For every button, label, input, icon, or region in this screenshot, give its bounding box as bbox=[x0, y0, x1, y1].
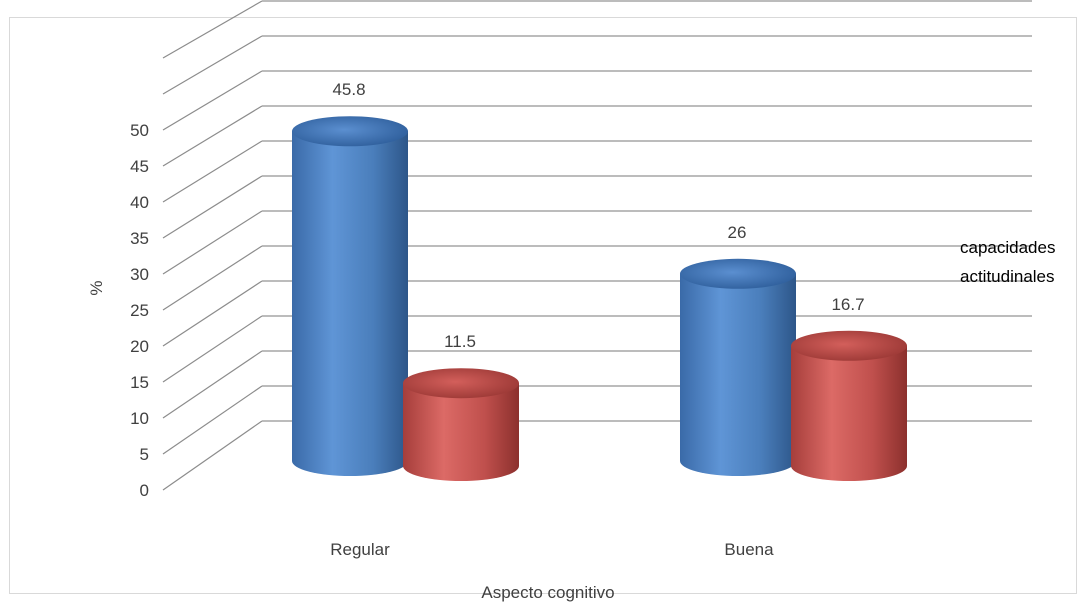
y-tick-label: 15 bbox=[130, 373, 149, 392]
bar-top bbox=[403, 368, 519, 399]
y-tick-label: 25 bbox=[130, 301, 149, 320]
y-tick-label: 5 bbox=[140, 445, 149, 464]
bar-top bbox=[791, 330, 907, 361]
bar-1-buena bbox=[680, 258, 796, 476]
bar-top bbox=[680, 258, 796, 289]
gridline-side bbox=[162, 245, 263, 311]
y-tick-label: 35 bbox=[130, 229, 149, 248]
legend-line-1: capacidades bbox=[960, 238, 1055, 257]
gridline-side bbox=[162, 385, 263, 455]
y-tick-label: 40 bbox=[130, 193, 149, 212]
gridline-side bbox=[162, 280, 263, 347]
data-label: 45.8 bbox=[332, 80, 365, 99]
gridline-side bbox=[162, 105, 263, 167]
y-axis-ticks: 0 5 10 15 20 25 30 35 40 45 50 bbox=[130, 121, 149, 500]
bar-2-buena bbox=[791, 330, 907, 481]
bars bbox=[292, 116, 907, 481]
gridline-side bbox=[162, 0, 263, 59]
data-label: 16.7 bbox=[831, 295, 864, 314]
y-tick-label: 10 bbox=[130, 409, 149, 428]
x-axis-categories: Regular Buena bbox=[330, 540, 774, 559]
y-tick-label: 50 bbox=[130, 121, 149, 140]
y-tick-label: 30 bbox=[130, 265, 149, 284]
legend-line-2: actitudinales bbox=[960, 267, 1055, 286]
bar-body bbox=[791, 345, 907, 481]
bar-1-regular bbox=[292, 116, 408, 477]
data-labels: 45.8 26 11.5 16.7 bbox=[332, 80, 864, 351]
y-tick-label: 0 bbox=[140, 481, 149, 500]
bar-body bbox=[680, 273, 796, 476]
gridline-side bbox=[162, 210, 263, 275]
x-category-label: Buena bbox=[724, 540, 774, 559]
y-tick-label: 20 bbox=[130, 337, 149, 356]
bar-body bbox=[403, 383, 519, 481]
gridline-side bbox=[162, 315, 263, 383]
bar-top bbox=[292, 116, 408, 147]
gridline-side bbox=[162, 140, 263, 203]
y-tick-label: 45 bbox=[130, 157, 149, 176]
gridline-side bbox=[162, 35, 263, 95]
data-label: 11.5 bbox=[444, 332, 476, 351]
y-axis-title: % bbox=[87, 280, 106, 295]
bar-2-regular bbox=[403, 368, 519, 481]
x-category-label: Regular bbox=[330, 540, 390, 559]
bar-body bbox=[292, 131, 408, 477]
gridline-side bbox=[162, 350, 263, 419]
data-label: 26 bbox=[728, 223, 747, 242]
chart-frame bbox=[9, 17, 1077, 594]
gridline-side bbox=[162, 175, 263, 239]
legend: capacidades actitudinales bbox=[960, 238, 1055, 286]
gridline-side bbox=[162, 420, 263, 491]
gridline-side bbox=[162, 70, 263, 131]
x-axis-title: Aspecto cognitivo bbox=[481, 583, 614, 602]
